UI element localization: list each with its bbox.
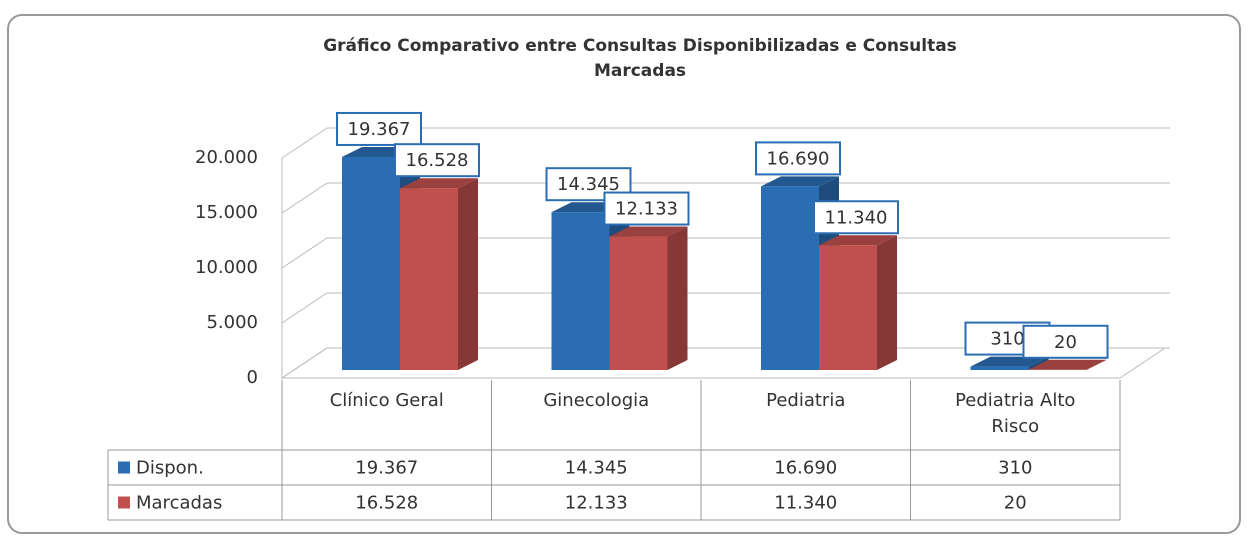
legend-label: Dispon.	[136, 458, 204, 479]
bar-top	[970, 356, 1049, 367]
bar-front	[609, 236, 668, 370]
value-label: 14.345	[557, 174, 620, 195]
bar-top	[1028, 359, 1107, 370]
x-tick-label: Clínico Geral	[329, 390, 444, 411]
bar-top	[400, 178, 478, 189]
value-label: 16.690	[767, 148, 830, 169]
value-label: 16.528	[406, 150, 469, 171]
grid-line-side	[281, 182, 328, 214]
bar	[819, 235, 897, 370]
x-tick-label: Pediatria	[766, 390, 846, 411]
bar-front	[551, 212, 610, 370]
y-tick-label: 5.000	[206, 312, 258, 333]
bar-top	[609, 226, 688, 237]
grid-line-side	[281, 347, 328, 379]
value-label: 12.133	[615, 199, 678, 220]
legend-swatch	[118, 496, 130, 509]
bar-side	[1086, 359, 1107, 370]
value-label-box	[394, 143, 480, 178]
table-value: 11.340	[774, 493, 837, 514]
bar-front	[342, 156, 400, 370]
value-label-box	[603, 191, 690, 226]
table-value: 16.690	[774, 458, 837, 479]
bar-front	[819, 245, 877, 370]
bar	[400, 178, 478, 370]
table-value: 16.528	[355, 493, 418, 514]
x-tick-box: Clínico Geral	[329, 390, 444, 411]
x-tick-box: Ginecologia	[543, 390, 650, 411]
bar-side	[1028, 356, 1049, 370]
bar-top	[761, 176, 839, 187]
table-value: 310	[998, 458, 1032, 479]
value-label: 11.340	[825, 207, 888, 228]
legend-label: Marcadas	[136, 493, 222, 514]
table-value: 19.367	[355, 458, 418, 479]
bar-top	[819, 235, 897, 246]
x-tick-box: Pediatria Alto Risco	[955, 390, 1076, 437]
y-tick-label: 20.000	[195, 147, 258, 168]
bar	[609, 226, 688, 370]
bar	[1028, 359, 1107, 370]
value-label-box	[1022, 324, 1109, 359]
value-label-box	[813, 200, 899, 235]
x-tick-label: Pediatria Alto Risco	[955, 390, 1076, 437]
title-box: Gráfico Comparativo entre Consultas Disp…	[323, 36, 957, 81]
y-tick-label: 15.000	[195, 202, 258, 223]
table-value: 14.345	[565, 458, 628, 479]
bar-side	[458, 178, 478, 370]
grid-line-side	[281, 292, 328, 324]
x-tick-box: Pediatria	[766, 390, 846, 411]
value-label-box	[336, 111, 422, 146]
grid-line-side	[281, 127, 328, 159]
y-tick-label: 0	[247, 367, 258, 388]
table-value: 20	[1004, 493, 1027, 514]
bar-front	[400, 188, 458, 370]
value-label: 310	[990, 329, 1024, 350]
bar-front	[970, 366, 1029, 370]
legend-swatch	[118, 461, 130, 474]
table-value: 12.133	[565, 493, 628, 514]
value-label: 19.367	[348, 119, 411, 140]
value-label-box	[755, 141, 841, 176]
bar	[970, 356, 1049, 370]
grid-line-side	[281, 237, 328, 269]
value-label: 20	[1054, 332, 1077, 353]
chart-title: Gráfico Comparativo entre Consultas Disp…	[323, 36, 957, 81]
bar-front	[761, 186, 819, 370]
x-tick-label: Ginecologia	[543, 390, 650, 411]
bar-side	[877, 235, 897, 370]
bar-side	[667, 226, 688, 370]
y-tick-label: 10.000	[195, 257, 258, 278]
